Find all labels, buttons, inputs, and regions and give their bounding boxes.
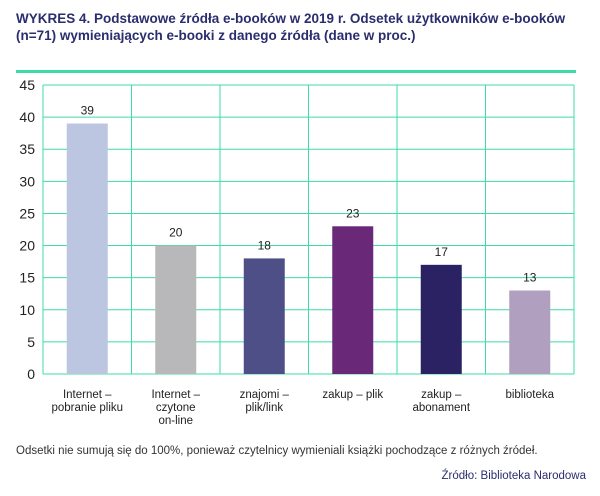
y-tick-label: 40 xyxy=(19,109,35,125)
bar xyxy=(420,264,462,374)
x-tick-label: zakup – xyxy=(421,389,462,401)
x-tick-label: znajomi – xyxy=(240,389,290,401)
chart-title: WYKRES 4. Podstawowe źródła e-booków w 2… xyxy=(16,11,566,43)
bar xyxy=(155,245,197,374)
x-tick-label: czytone xyxy=(156,402,196,414)
data-label: 20 xyxy=(169,226,183,240)
y-tick-label: 15 xyxy=(19,270,35,286)
title-divider xyxy=(16,70,576,73)
y-tick-label: 20 xyxy=(19,238,35,254)
y-tick-label: 0 xyxy=(27,366,35,382)
y-tick-label: 35 xyxy=(19,141,35,157)
y-tick-label: 25 xyxy=(19,205,35,221)
x-tick-label: abonament xyxy=(412,402,470,414)
bar xyxy=(66,123,108,375)
x-tick-label: Internet – xyxy=(151,389,200,401)
footnote: Odsetki nie sumują się do 100%, ponieważ… xyxy=(16,445,538,457)
bar xyxy=(332,226,374,374)
data-label: 39 xyxy=(81,104,95,118)
data-label: 23 xyxy=(346,206,360,220)
x-tick-label: biblioteka xyxy=(505,389,554,401)
x-tick-label: on-line xyxy=(158,415,193,427)
source-label: Źródło: Biblioteka Narodowa xyxy=(441,470,586,482)
data-label: 17 xyxy=(435,245,449,259)
y-tick-label: 45 xyxy=(19,77,35,93)
y-tick-label: 10 xyxy=(19,302,35,318)
x-tick-label: Internet – xyxy=(63,389,112,401)
bar xyxy=(243,258,285,374)
y-tick-label: 5 xyxy=(27,334,35,350)
x-tick-label: pobranie pliku xyxy=(51,402,123,414)
y-tick-label: 30 xyxy=(19,173,35,189)
x-tick-label: zakup – plik xyxy=(322,389,383,401)
bar xyxy=(509,290,551,374)
data-label: 18 xyxy=(258,238,272,252)
x-tick-label: plik/link xyxy=(245,402,283,414)
data-label: 13 xyxy=(523,271,537,285)
